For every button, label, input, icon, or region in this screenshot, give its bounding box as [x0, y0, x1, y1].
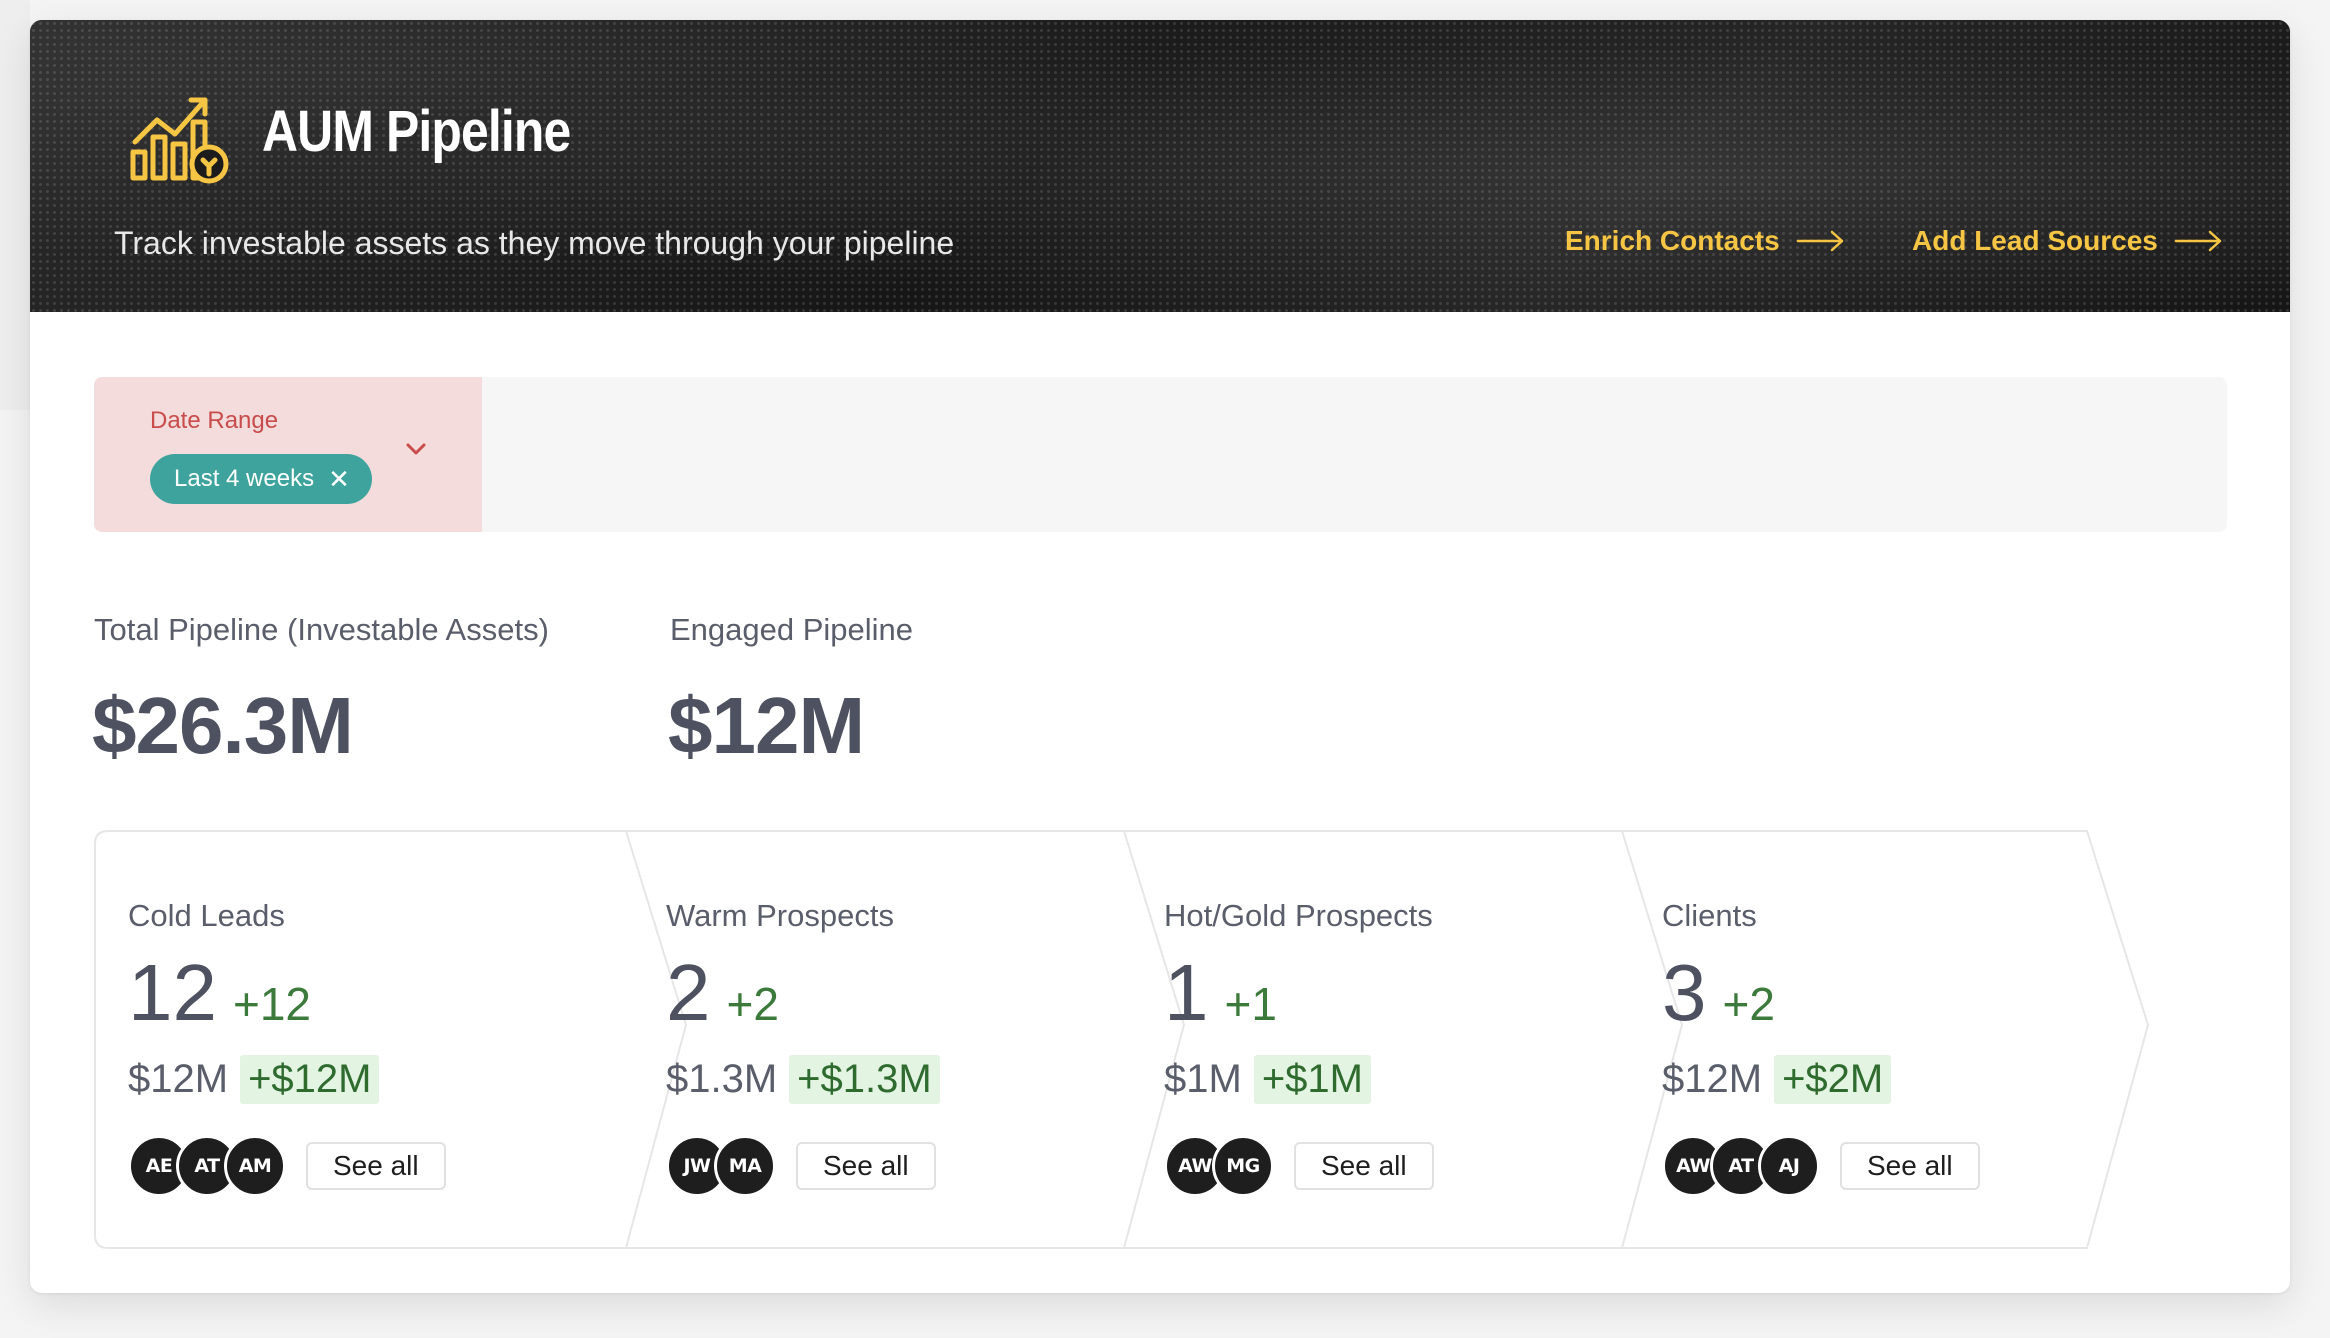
pipeline-chart-icon — [130, 97, 229, 184]
stage-amount-delta: +$2M — [1774, 1055, 1892, 1104]
page-subtitle: Track investable assets as they move thr… — [114, 225, 955, 261]
stage-amount-value: $1M — [1164, 1057, 1242, 1101]
date-range-chip[interactable]: Last 4 weeks ✕ — [150, 454, 372, 504]
stage-hot-gold-prospects: Hot/Gold Prospects 1 +1 $1M +$1M AW MG S… — [1124, 830, 1622, 1250]
see-all-button[interactable]: See all — [306, 1142, 446, 1190]
stage-count-value: 3 — [1662, 948, 1707, 1037]
date-range-label: Date Range — [150, 407, 279, 434]
engaged-pipeline-label: Engaged Pipeline — [670, 612, 914, 647]
arrow-right-icon — [2174, 230, 2222, 252]
date-range-chip-label: Last 4 weeks — [174, 465, 315, 492]
avatar[interactable]: MA — [714, 1135, 776, 1197]
stage-name: Clients — [1662, 898, 1757, 933]
see-all-button[interactable]: See all — [796, 1142, 936, 1190]
stage-count-delta: +1 — [1224, 978, 1277, 1030]
page-title: AUM Pipeline — [262, 99, 571, 164]
arrow-right-icon — [1796, 230, 1843, 252]
stage-name: Cold Leads — [128, 898, 285, 933]
stage-amount-value: $1.3M — [666, 1057, 778, 1101]
avatar[interactable]: AJ — [1758, 1135, 1820, 1197]
date-range-filter[interactable]: Date Range Last 4 weeks ✕ — [94, 377, 482, 532]
enrich-contacts-label: Enrich Contacts — [1565, 225, 1780, 256]
stage-count-delta: +2 — [726, 978, 779, 1030]
filter-bar: Date Range Last 4 weeks ✕ — [94, 377, 2227, 532]
engaged-pipeline-value: $12M — [668, 681, 865, 770]
stage-warm-prospects: Warm Prospects 2 +2 $1.3M +$1.3M JW MA S… — [626, 830, 1124, 1250]
stage-amount-delta: +$12M — [240, 1055, 380, 1104]
add-lead-sources-label: Add Lead Sources — [1912, 225, 2158, 256]
stage-amount-value: $12M — [128, 1057, 229, 1101]
stage-amount-delta: +$1.3M — [789, 1055, 940, 1104]
stage-name: Hot/Gold Prospects — [1164, 898, 1433, 933]
total-pipeline-label: Total Pipeline (Investable Assets) — [94, 612, 549, 647]
stage-amount-delta: +$1M — [1253, 1055, 1371, 1104]
add-lead-sources-link[interactable]: Add Lead Sources — [1912, 225, 2224, 257]
stage-count: 1 +1 — [1164, 947, 1277, 1039]
see-all-button[interactable]: See all — [1840, 1142, 1980, 1190]
stage-amount: $12M +$2M — [1662, 1055, 1892, 1104]
stage-people: AW AT AJ See all — [1662, 1135, 1980, 1197]
stage-count-value: 1 — [1164, 948, 1209, 1037]
enrich-contacts-link[interactable]: Enrich Contacts — [1565, 225, 1846, 257]
avatar[interactable]: MG — [1212, 1135, 1274, 1197]
stage-people: AE AT AM See all — [128, 1135, 446, 1197]
funnel-outline — [94, 830, 2150, 1249]
stage-cold-leads: Cold Leads 12 +12 $12M +$12M AE AT AM Se… — [94, 830, 626, 1250]
stage-people: JW MA See all — [666, 1135, 936, 1197]
stage-people: AW MG See all — [1164, 1135, 1434, 1197]
stage-count-value: 2 — [666, 948, 711, 1037]
stage-amount: $1M +$1M — [1164, 1055, 1371, 1104]
stage-amount: $1.3M +$1.3M — [666, 1055, 940, 1104]
stage-clients: Clients 3 +2 $12M +$2M AW AT AJ See all — [1622, 830, 2122, 1250]
stage-count: 2 +2 — [666, 947, 779, 1039]
pipeline-funnel: Cold Leads 12 +12 $12M +$12M AE AT AM Se… — [94, 830, 2194, 1250]
total-pipeline-value: $26.3M — [92, 681, 354, 770]
stage-count: 12 +12 — [128, 947, 311, 1039]
page-background — [0, 0, 30, 410]
stage-count-delta: +12 — [232, 978, 312, 1030]
stage-count-value: 12 — [128, 948, 217, 1037]
close-icon[interactable]: ✕ — [328, 464, 350, 494]
see-all-button[interactable]: See all — [1294, 1142, 1434, 1190]
stage-count-delta: +2 — [1722, 978, 1775, 1030]
stage-name: Warm Prospects — [666, 898, 894, 933]
page-header: AUM Pipeline Track investable assets as … — [30, 20, 2290, 312]
stage-count: 3 +2 — [1662, 947, 1775, 1039]
pipeline-card: AUM Pipeline Track investable assets as … — [30, 20, 2290, 1293]
stage-amount: $12M +$12M — [128, 1055, 380, 1104]
chevron-down-icon[interactable] — [402, 435, 430, 463]
avatar[interactable]: AM — [224, 1135, 286, 1197]
avatar[interactable]: AE — [128, 1135, 190, 1197]
stage-amount-value: $12M — [1662, 1057, 1763, 1101]
